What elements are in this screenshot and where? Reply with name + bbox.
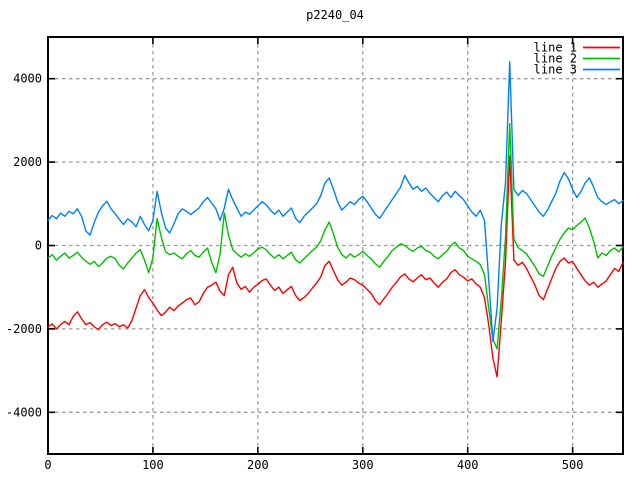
x-tick-label: 200 (247, 458, 269, 472)
chart-title: p2240_04 (306, 8, 364, 22)
series-line-3 (47, 61, 624, 343)
y-tick-label: 0 (35, 239, 42, 253)
legend-label-2: line 2 (534, 52, 577, 66)
x-tick-label: 0 (44, 458, 51, 472)
y-tick-label: -4000 (6, 405, 42, 419)
y-tick-label: 4000 (13, 72, 42, 86)
x-tick-label: 500 (562, 458, 584, 472)
series-line-2 (47, 122, 624, 350)
x-tick-label: 100 (142, 458, 164, 472)
legend-label-1: line 1 (534, 41, 577, 55)
y-tick-label: -2000 (6, 322, 42, 336)
plot-border (47, 36, 624, 455)
legend-label-3: line 3 (534, 63, 577, 77)
x-tick-label: 400 (457, 458, 479, 472)
series-line-1 (47, 155, 624, 378)
y-tick-label: 2000 (13, 155, 42, 169)
x-tick-label: 300 (352, 458, 374, 472)
